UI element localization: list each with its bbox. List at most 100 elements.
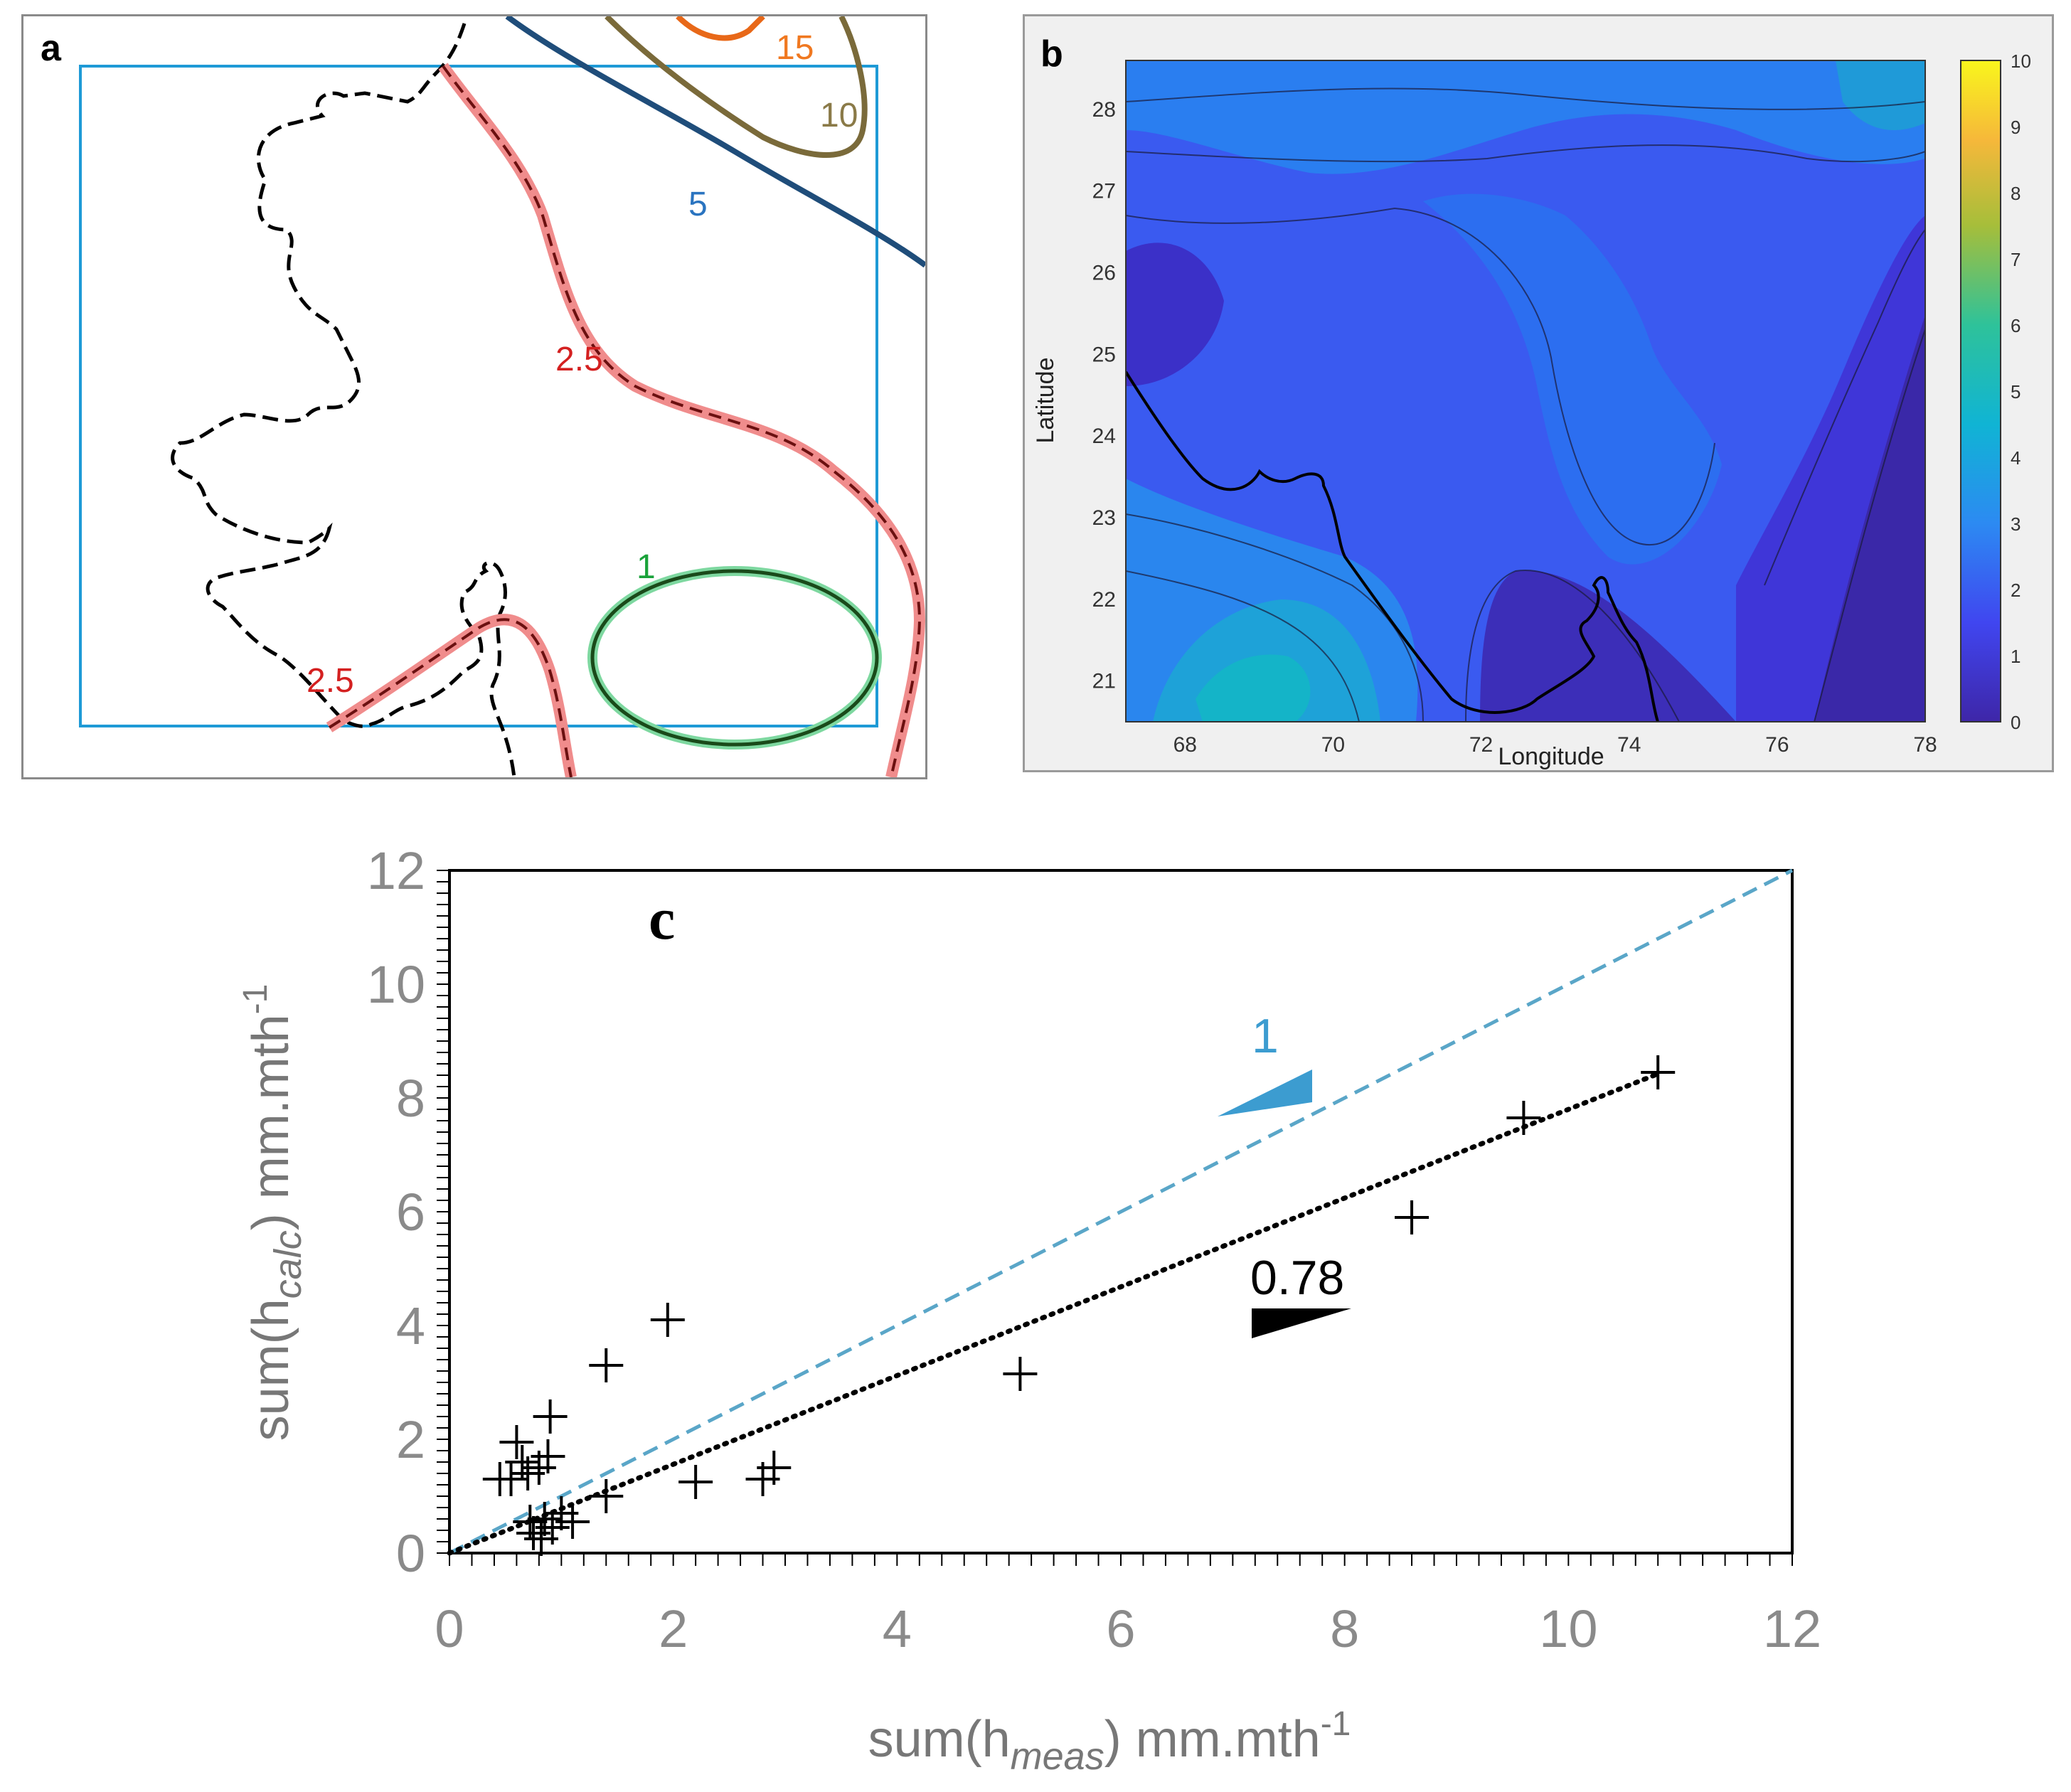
panel-b-xlabel: Longitude [1498, 743, 1604, 770]
contour-line-1 [1126, 87, 1925, 110]
x-tick-label-4: 4 [883, 1599, 912, 1658]
x-tick-label-10: 10 [1539, 1599, 1597, 1658]
contour-2-5-upper-dash [442, 65, 922, 777]
contour-label-15: 15 [776, 29, 814, 67]
panel-b-y-tick-27: 27 [1092, 180, 1116, 203]
data-point-22 [1395, 1200, 1430, 1234]
colorbar-tick-8: 8 [2011, 183, 2021, 204]
x-tick-label-0: 0 [435, 1599, 464, 1658]
colorbar-tick-5: 5 [2011, 381, 2021, 402]
domain-box [79, 65, 878, 727]
panel-b-coastline [1126, 370, 1659, 722]
contour-15 [676, 16, 765, 41]
x-tick-labels: 0 2 4 6 8 10 12 [435, 1599, 1821, 1658]
fill-band-sw-peak [1196, 654, 1311, 722]
colorbar-tick-9: 9 [2011, 117, 2021, 138]
ylabel-sub: calc [267, 1230, 309, 1298]
contour-line-6 [1465, 570, 1680, 722]
contour-label-1: 1 [637, 548, 656, 586]
panel-c-xlabel: sum(hmeas) mm.mth-1 [868, 1705, 1351, 1778]
panel-b-y-tick-22: 22 [1092, 588, 1116, 612]
slope-marker-1 [1218, 1070, 1312, 1116]
colorbar-tick-4: 4 [2011, 447, 2021, 469]
contour-line-3 [1126, 207, 1715, 546]
ylabel-sup: -1 [237, 984, 275, 1015]
contour-line-8 [1814, 329, 1925, 722]
colorbar-ticks: 0 1 2 3 4 5 6 7 8 9 10 [2011, 50, 2031, 733]
contour-label-2-5-lower: 2.5 [307, 662, 354, 700]
ylabel-tail: ) mm.mth [243, 1014, 299, 1230]
y-tick-label-2: 2 [396, 1410, 425, 1469]
panel-a-svg: a 15 10 5 2.5 1 2.5 [41, 16, 925, 777]
xlabel-tail: ) mm.mth [1104, 1711, 1321, 1768]
y-tick-label-8: 8 [396, 1069, 425, 1128]
minor-ticks [437, 870, 1793, 1566]
contour-label-2-5-upper: 2.5 [555, 341, 603, 378]
data-point-15 [589, 1479, 624, 1513]
panel-c-ylabel: sum(hcalc) mm.mth-1 [237, 984, 309, 1441]
one-to-one-line [448, 868, 1794, 1555]
contour-2-5-lower-dash [328, 618, 573, 777]
x-tick-label-6: 6 [1106, 1599, 1135, 1658]
panel-b-y-tick-25: 25 [1092, 343, 1116, 366]
fill-band-center [1423, 193, 1722, 565]
data-point-21 [1003, 1357, 1038, 1391]
contour-2-5-lower [326, 614, 577, 777]
data-point-14 [555, 1505, 590, 1539]
data-point-2 [499, 1425, 534, 1459]
fill-band-north [1126, 60, 1925, 174]
panel-b-ylabel: Latitude [1032, 358, 1059, 444]
data-point-9 [527, 1502, 562, 1536]
data-point-16 [589, 1348, 624, 1382]
panel-b-x-tick-68: 68 [1173, 733, 1197, 757]
y-tick-label-4: 4 [396, 1296, 425, 1355]
colorbar-tick-3: 3 [2011, 513, 2021, 535]
panel-b-y-tick-23: 23 [1092, 506, 1116, 530]
contour-line-4 [1126, 513, 1424, 722]
coastline [171, 23, 516, 777]
contour-label-10: 10 [820, 97, 858, 134]
x-tick-label-8: 8 [1330, 1599, 1359, 1658]
panel-b-y-tick-26: 26 [1092, 262, 1116, 285]
ylabel-main: sum(h [243, 1298, 299, 1441]
panel-b-contour-map: b [1023, 14, 2054, 772]
contour-1-core [590, 569, 879, 747]
panel-b-y-tick-24: 24 [1092, 425, 1116, 448]
data-point-18 [678, 1465, 713, 1499]
data-point-23 [1506, 1101, 1541, 1135]
panel-b-x-tick-76: 76 [1765, 733, 1789, 757]
contour-label-5: 5 [688, 186, 708, 223]
panel-b-x-tick-74: 74 [1617, 733, 1641, 757]
colorbar-tick-1: 1 [2011, 646, 2021, 667]
panel-b-x-ticks: 68 70 72 74 76 78 [1173, 733, 1937, 757]
xlabel-main: sum(h [868, 1711, 1011, 1768]
panel-b-y-tick-28: 28 [1092, 98, 1116, 122]
y-tick-label-12: 12 [367, 841, 425, 900]
panel-b-x-tick-78: 78 [1913, 733, 1937, 757]
slope-label-1: 1 [1252, 1009, 1279, 1063]
slope-marker-078 [1252, 1308, 1351, 1338]
y-tick-label-0: 0 [396, 1524, 425, 1583]
panel-b-y-tick-21: 21 [1092, 670, 1116, 693]
data-point-24 [1641, 1055, 1676, 1089]
colorbar-tick-2: 2 [2011, 580, 2021, 601]
colorbar-tick-0: 0 [2011, 712, 2021, 733]
fill-band-south-low [1480, 570, 1736, 722]
contour-line-7 [1764, 229, 1925, 586]
panel-b-letter: b [1040, 33, 1063, 75]
colorbar-tick-7: 7 [2011, 249, 2021, 270]
slope-label-078: 0.78 [1250, 1251, 1344, 1305]
y-tick-label-6: 6 [396, 1183, 425, 1242]
xlabel-sub: meas [1011, 1735, 1104, 1778]
panel-a-letter: a [41, 28, 62, 69]
fill-band-north-ne [1836, 60, 1925, 130]
panel-c-scatter: c 0 2 4 6 8 10 12 0 2 4 6 8 10 12 1 0.78 sum(hmeas) … [213, 818, 1878, 1785]
contour-lines [1126, 87, 1925, 722]
y-tick-labels: 0 2 4 6 8 10 12 [367, 841, 425, 1583]
fill-band-west-low [1126, 242, 1224, 386]
panel-b-svg: b [1032, 33, 2031, 770]
data-point-17 [650, 1303, 685, 1337]
contour-2-5-upper [438, 63, 925, 777]
contour-line-2 [1126, 144, 1925, 163]
data-point-10 [531, 1439, 565, 1473]
